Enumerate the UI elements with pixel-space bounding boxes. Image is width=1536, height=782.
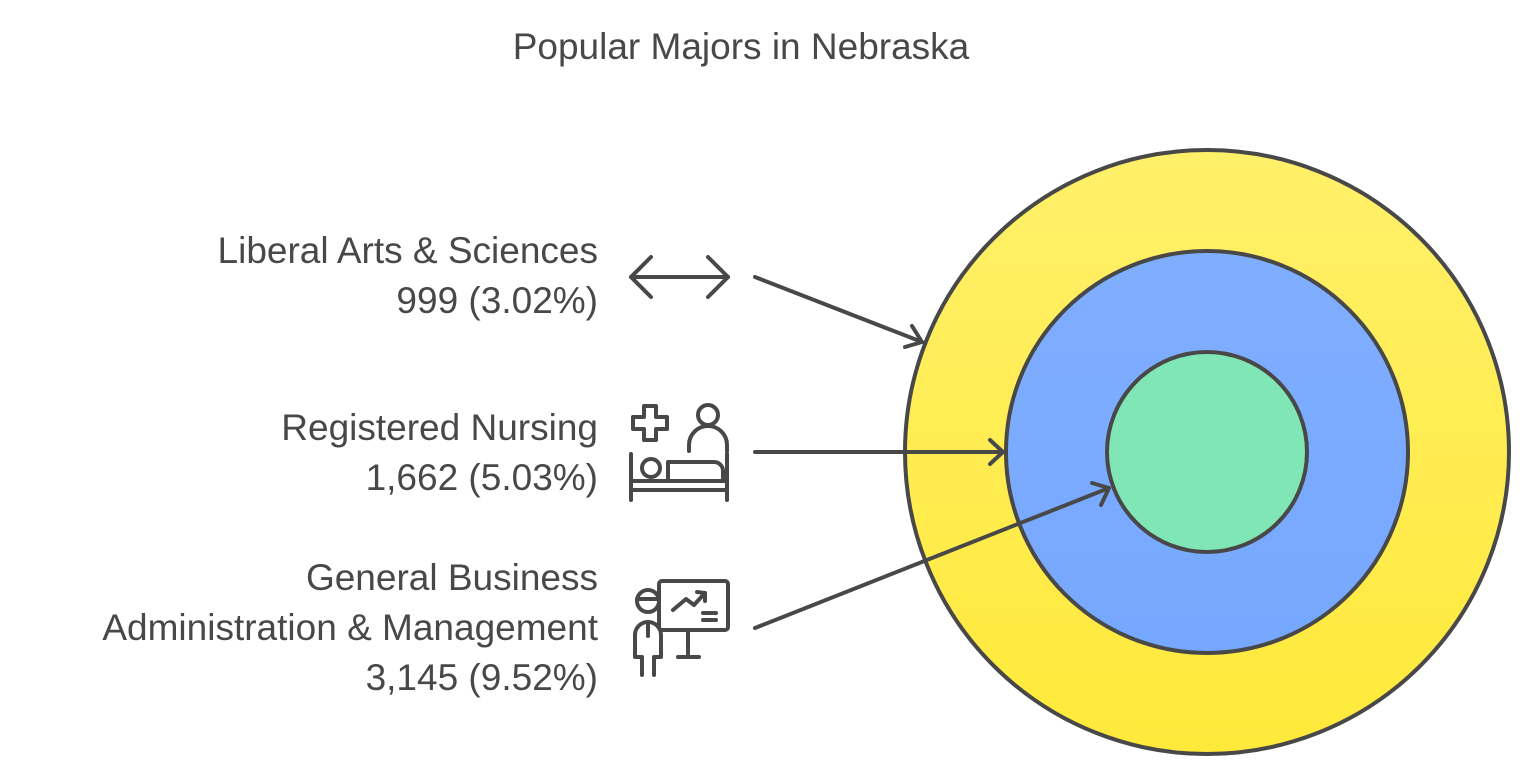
- major-value: 999 (3.02%): [396, 280, 598, 321]
- connector-arrow-liberal-arts: [753, 275, 924, 349]
- inner-circle: [1105, 350, 1309, 554]
- major-label-liberal-arts: Liberal Arts & Sciences 999 (3.02%): [218, 226, 598, 326]
- major-value: 1,662 (5.03%): [365, 457, 598, 498]
- connector-arrow-general-business: [753, 481, 1111, 630]
- major-name-line: Administration & Management: [102, 607, 598, 648]
- double-arrow-icon: [629, 255, 730, 299]
- major-name-line: Registered Nursing: [281, 407, 598, 448]
- connector-arrow-registered-nursing: [753, 438, 1005, 466]
- major-value: 3,145 (9.52%): [365, 657, 598, 698]
- presenter-chart-icon: [633, 579, 730, 677]
- major-name-line: General Business: [305, 557, 598, 598]
- major-label-registered-nursing: Registered Nursing 1,662 (5.03%): [281, 403, 598, 503]
- nurse-patient-bed-icon: [629, 403, 729, 502]
- diagram-title: Popular Majors in Nebraska: [512, 26, 970, 67]
- major-label-general-business: General Business Administration & Manage…: [102, 553, 598, 703]
- major-name-line: Liberal Arts & Sciences: [217, 230, 598, 271]
